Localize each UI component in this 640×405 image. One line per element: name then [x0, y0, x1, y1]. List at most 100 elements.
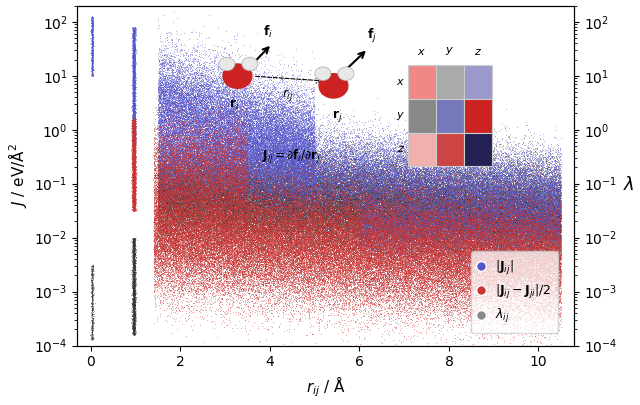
- Point: [395, 194, 405, 200]
- Point: [337, 200, 348, 206]
- Point: [178, 164, 188, 171]
- Point: [372, 213, 382, 220]
- Point: [153, 184, 163, 190]
- Point: [344, 147, 354, 154]
- Point: [382, 276, 392, 282]
- Point: [387, 194, 397, 200]
- Point: [404, 212, 415, 218]
- Point: [161, 225, 172, 232]
- Point: [543, 161, 554, 167]
- Point: [465, 237, 475, 244]
- Point: [323, 264, 333, 271]
- Point: [477, 220, 488, 227]
- Point: [394, 220, 404, 227]
- Point: [229, 233, 239, 240]
- Point: [202, 258, 212, 264]
- Point: [156, 243, 166, 249]
- Point: [251, 122, 261, 128]
- Point: [381, 262, 391, 268]
- Point: [204, 243, 214, 249]
- Point: [390, 243, 400, 249]
- Point: [388, 213, 398, 220]
- Point: [443, 294, 453, 300]
- Point: [419, 264, 429, 271]
- Point: [498, 256, 508, 262]
- Point: [251, 196, 261, 202]
- Point: [413, 252, 423, 259]
- Point: [492, 220, 502, 226]
- Point: [293, 216, 303, 222]
- Point: [237, 227, 248, 234]
- Point: [378, 248, 388, 254]
- Point: [226, 182, 236, 188]
- Point: [243, 246, 253, 253]
- Point: [374, 260, 385, 267]
- Point: [212, 162, 222, 168]
- Point: [353, 240, 364, 247]
- Point: [237, 166, 247, 173]
- Point: [459, 227, 469, 234]
- Point: [297, 215, 307, 222]
- Point: [197, 97, 207, 103]
- Point: [452, 203, 463, 209]
- Point: [220, 219, 230, 225]
- Point: [550, 182, 561, 188]
- Point: [434, 213, 444, 220]
- Point: [525, 219, 536, 226]
- Point: [456, 195, 467, 202]
- Point: [521, 199, 531, 206]
- Point: [479, 227, 489, 234]
- Point: [493, 258, 504, 264]
- Point: [253, 246, 263, 252]
- Point: [128, 241, 138, 247]
- Point: [289, 153, 299, 160]
- Point: [546, 223, 556, 229]
- Point: [175, 241, 185, 247]
- Point: [159, 192, 169, 198]
- Point: [218, 110, 228, 116]
- Point: [275, 206, 285, 213]
- Point: [419, 197, 429, 203]
- Point: [277, 223, 287, 230]
- Point: [543, 186, 553, 193]
- Point: [474, 224, 484, 230]
- Point: [184, 105, 195, 112]
- Point: [397, 210, 408, 217]
- Point: [471, 191, 481, 198]
- Point: [439, 254, 449, 261]
- Point: [301, 262, 311, 269]
- Point: [330, 262, 340, 268]
- Point: [129, 117, 140, 124]
- Point: [356, 261, 367, 267]
- Point: [323, 229, 333, 236]
- Point: [476, 164, 486, 170]
- Point: [193, 188, 203, 194]
- Point: [301, 147, 312, 154]
- Point: [225, 205, 235, 211]
- Point: [250, 272, 260, 278]
- Point: [406, 277, 416, 284]
- Point: [543, 220, 554, 227]
- Point: [225, 229, 235, 236]
- Point: [409, 182, 419, 189]
- Point: [268, 146, 278, 152]
- Point: [168, 177, 179, 183]
- Point: [519, 182, 529, 189]
- Point: [487, 196, 497, 202]
- Point: [421, 211, 431, 217]
- Point: [174, 88, 184, 95]
- Point: [127, 162, 138, 168]
- Point: [275, 185, 285, 192]
- Point: [212, 177, 222, 184]
- Point: [467, 138, 477, 144]
- Point: [232, 150, 243, 156]
- Point: [244, 174, 255, 180]
- Point: [544, 228, 554, 235]
- Point: [86, 331, 97, 337]
- Point: [345, 193, 355, 199]
- Point: [301, 244, 311, 250]
- Point: [374, 209, 385, 215]
- Point: [319, 173, 329, 179]
- Point: [240, 228, 250, 234]
- Point: [236, 179, 246, 185]
